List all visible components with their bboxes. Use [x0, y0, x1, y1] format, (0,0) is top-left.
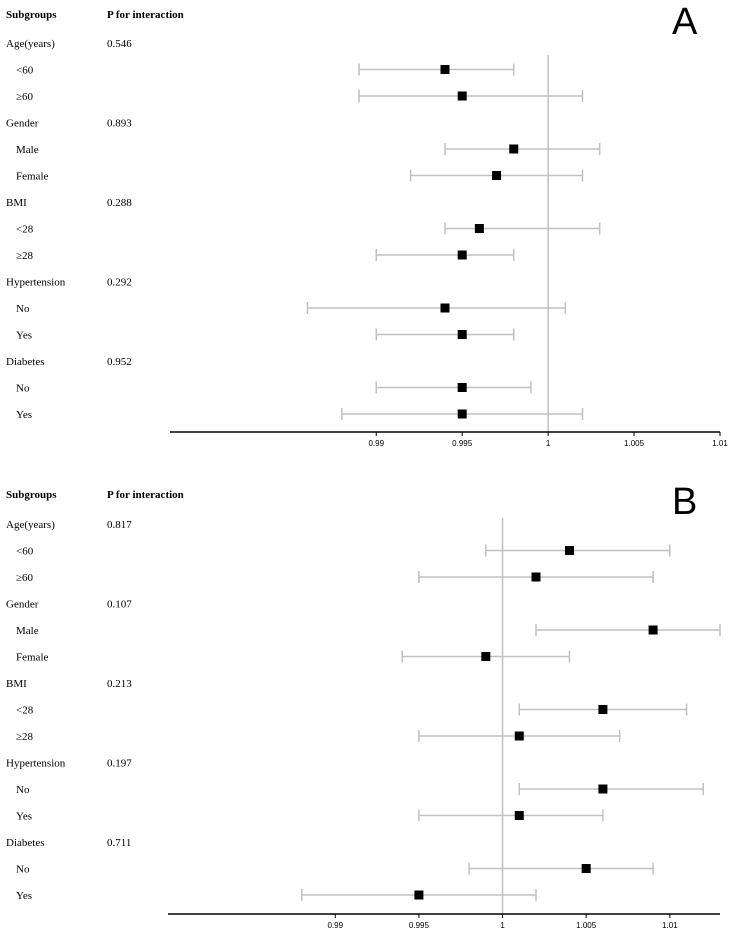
subgroup-label: Female [16, 652, 48, 664]
group-label: Age(years) [6, 519, 55, 531]
x-tick-label: 0.99 [368, 439, 384, 448]
group-label: Gender [6, 118, 39, 130]
group-label: Hypertension [6, 758, 66, 770]
forest-plot-b-svg: Subgroups P for interaction B 0.99 0.995 1 1.0… [6, 481, 721, 930]
subgroup-label: Female [16, 171, 48, 183]
point-estimate [492, 171, 502, 180]
group-label: BMI [6, 678, 27, 690]
p-value: 0.546 [107, 38, 132, 50]
point-estimate [414, 890, 424, 900]
p-value: 0.107 [107, 599, 132, 611]
subgroup-label: <28 [16, 705, 34, 717]
header-subgroups: Subgroups [6, 9, 57, 21]
subgroup-label: No [16, 303, 30, 315]
point-estimate [474, 224, 484, 233]
subgroup-label: ≥60 [16, 572, 34, 584]
subgroup-label: Male [16, 144, 39, 156]
forest-plot-a-svg: Subgroups P for interaction A 0.99 0.995 1 1.0… [6, 1, 728, 448]
subgroup-label: No [16, 383, 30, 395]
subgroup-label: No [16, 864, 30, 876]
x-tick-label: 1 [546, 439, 551, 448]
header-subgroups: Subgroups [6, 489, 57, 501]
subgroup-label: <28 [16, 224, 34, 236]
point-estimate [481, 652, 491, 661]
subgroup-label: ≥28 [16, 250, 34, 262]
point-estimate [648, 625, 658, 635]
panel-label: A [672, 1, 698, 43]
subgroup-label: <60 [16, 546, 34, 558]
point-estimate [514, 731, 524, 741]
p-value: 0.893 [107, 118, 132, 130]
p-value: 0.292 [107, 277, 132, 289]
group-label: BMI [6, 197, 27, 209]
point-estimate [440, 303, 450, 313]
x-tick-label: 1.005 [624, 439, 645, 448]
point-estimate [457, 409, 467, 419]
point-estimate [457, 383, 467, 392]
x-tick-label: 0.99 [327, 921, 343, 930]
group-label: Age(years) [6, 38, 55, 50]
point-estimate [514, 811, 524, 820]
p-value: 0.711 [107, 837, 131, 849]
x-tick-label: 0.995 [409, 921, 430, 930]
p-value: 0.817 [107, 519, 132, 531]
point-estimate [457, 250, 467, 260]
subgroup-label: Yes [16, 330, 32, 342]
header-p-for-interaction: P for interaction [107, 489, 184, 501]
x-tick-label: 1.005 [576, 921, 597, 930]
panel-label: B [672, 481, 697, 523]
point-estimate [581, 864, 591, 873]
subgroup-label: Yes [16, 890, 32, 902]
x-tick-label: 1 [500, 921, 505, 930]
forest-plot-b: Subgroups P for interaction B 0.99 0.995 1 1.0… [0, 478, 733, 950]
group-label: Hypertension [6, 277, 66, 289]
forest-plot-a: Subgroups P for interaction A 0.99 0.995 1 1.0… [0, 0, 733, 472]
p-value: 0.952 [107, 356, 132, 368]
point-estimate [531, 572, 541, 582]
p-value: 0.197 [107, 758, 132, 770]
group-label: Diabetes [6, 356, 44, 368]
x-tick-label: 0.995 [452, 439, 473, 448]
p-value: 0.288 [107, 197, 132, 209]
subgroup-label: ≥60 [16, 91, 34, 103]
x-tick-label: 1.01 [662, 921, 678, 930]
header-p-for-interaction: P for interaction [107, 9, 184, 21]
point-estimate [564, 546, 574, 555]
point-estimate [509, 144, 519, 154]
subgroup-label: No [16, 784, 30, 796]
subgroup-label: Male [16, 625, 39, 637]
point-estimate [440, 65, 450, 74]
subgroup-label: Yes [16, 811, 32, 823]
x-tick-label: 1.01 [712, 439, 728, 448]
point-estimate [598, 784, 608, 794]
p-value: 0.213 [107, 678, 132, 690]
point-estimate [457, 91, 467, 101]
point-estimate [457, 330, 467, 339]
subgroup-label: <60 [16, 65, 34, 77]
group-label: Gender [6, 599, 39, 611]
subgroup-label: ≥28 [16, 731, 34, 743]
point-estimate [598, 705, 608, 714]
group-label: Diabetes [6, 837, 44, 849]
subgroup-label: Yes [16, 409, 32, 421]
